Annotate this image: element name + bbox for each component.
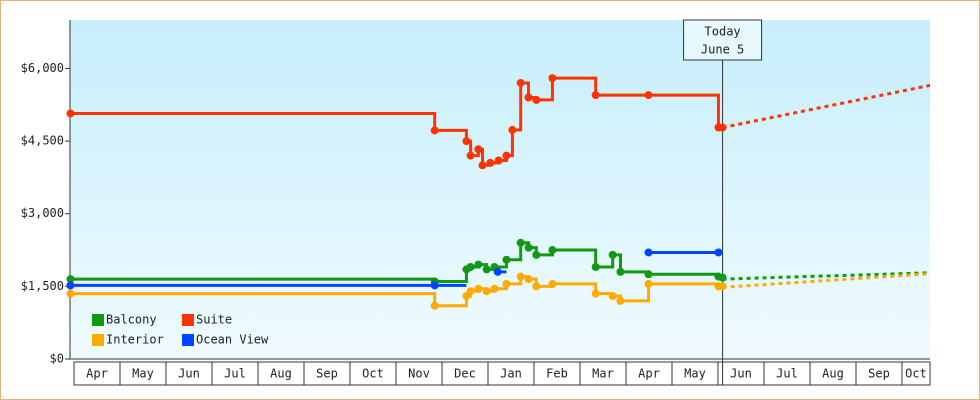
point [482, 265, 491, 274]
point [548, 74, 557, 83]
today-box [683, 19, 763, 61]
point [524, 93, 533, 102]
x-tick-label: Sep [316, 367, 338, 381]
point [714, 248, 723, 257]
point [644, 270, 653, 279]
legend-swatch [182, 334, 194, 346]
point [591, 262, 600, 271]
point [516, 272, 525, 281]
x-tick-label: Apr [638, 367, 660, 381]
point [474, 260, 483, 269]
y-tick-label: $0 [50, 352, 64, 366]
point [490, 284, 499, 293]
x-tick-label: Dec [454, 367, 476, 381]
point [591, 91, 600, 100]
point [532, 282, 541, 291]
y-tick-label: $1,500 [21, 279, 64, 293]
legend-label: Ocean View [196, 333, 269, 347]
x-tick-label: May [684, 367, 706, 381]
x-tick-label: Aug [822, 367, 844, 381]
forecast-line [722, 83, 931, 129]
y-tick-label: $4,500 [21, 134, 64, 148]
y-tick-label: $3,000 [21, 206, 64, 220]
point [532, 250, 541, 259]
point [532, 95, 541, 104]
point [474, 284, 483, 293]
point [548, 279, 557, 288]
point [508, 125, 517, 134]
point [466, 262, 475, 271]
point [494, 156, 503, 165]
point [516, 78, 525, 87]
point [474, 145, 483, 154]
x-tick-label: Apr [86, 367, 108, 381]
x-tick-label: Aug [270, 367, 292, 381]
point [502, 279, 511, 288]
x-tick-label: Feb [546, 367, 568, 381]
point [644, 279, 653, 288]
x-tick-label: Nov [408, 367, 430, 381]
point [430, 126, 439, 135]
point [608, 250, 617, 259]
point [644, 248, 653, 257]
today-label: Today [705, 25, 741, 39]
x-tick-label: Sep [868, 367, 890, 381]
point [66, 289, 75, 298]
x-tick-label: Oct [905, 367, 927, 381]
point [462, 137, 471, 146]
point [644, 91, 653, 100]
point [718, 282, 727, 291]
legend-swatch [182, 314, 194, 326]
x-tick-label: Oct [362, 367, 384, 381]
point [466, 287, 475, 296]
point [482, 287, 491, 296]
month-box [901, 361, 931, 386]
point [486, 158, 495, 167]
point [591, 289, 600, 298]
point [502, 151, 511, 160]
today-date: June 5 [701, 43, 744, 57]
point [66, 281, 75, 290]
point [430, 301, 439, 310]
point [608, 292, 617, 301]
point [548, 246, 557, 255]
legend-swatch [92, 334, 104, 346]
forecast-line [722, 271, 931, 281]
point [524, 275, 533, 284]
x-tick-label: Jun [178, 367, 200, 381]
x-tick-label: May [132, 367, 154, 381]
point [616, 296, 625, 305]
forecast-line [722, 272, 931, 289]
point [718, 273, 727, 282]
point [524, 243, 533, 252]
legend-swatch [92, 314, 104, 326]
point [430, 281, 439, 290]
legend-label: Interior [106, 333, 164, 347]
x-tick-label: Jun [730, 367, 752, 381]
x-tick-label: Mar [592, 367, 614, 381]
point [718, 123, 727, 132]
x-tick-label: Jan [500, 367, 522, 381]
point [616, 267, 625, 276]
point [502, 255, 511, 264]
point [66, 275, 75, 284]
point [466, 151, 475, 160]
legend-label: Suite [196, 313, 232, 327]
plot-area [70, 20, 930, 359]
legend-label: Balcony [106, 313, 157, 327]
point [478, 161, 487, 170]
x-tick-label: Jul [776, 367, 798, 381]
x-tick-label: Jul [224, 367, 246, 381]
point [66, 109, 75, 118]
y-tick-label: $6,000 [21, 61, 64, 75]
point [493, 267, 502, 276]
point [516, 238, 525, 247]
